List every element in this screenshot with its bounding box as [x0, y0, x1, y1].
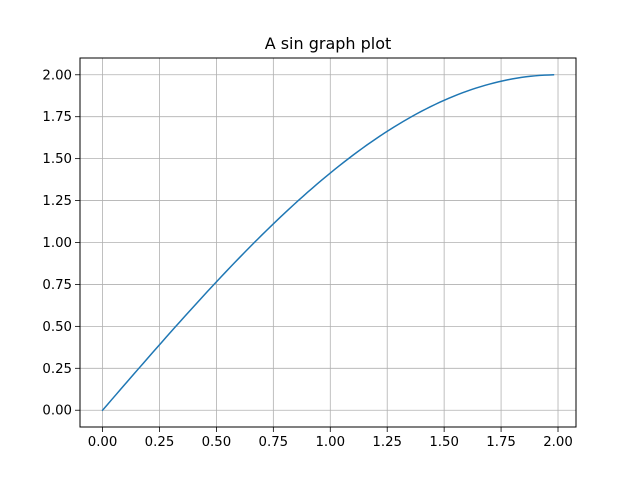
- x-tick-label: 0.50: [202, 435, 232, 450]
- y-tick-label: 1.00: [42, 236, 72, 251]
- y-tick-label: 2.00: [42, 68, 72, 83]
- y-tick-label: 0.25: [42, 362, 72, 377]
- x-tick-label: 0.75: [259, 435, 289, 450]
- chart-title: A sin graph plot: [265, 34, 392, 53]
- y-tick-label: 1.25: [42, 194, 72, 209]
- series-layer: [101, 74, 555, 412]
- ticks-layer: 0.00 0.25 0.50 0.75 1.00 1.25 1.50 1.75 2.00 0.00…: [42, 68, 572, 450]
- x-tick-label: 1.00: [315, 435, 345, 450]
- x-tick-label: 0.00: [88, 435, 118, 450]
- x-tick-label: 1.75: [486, 435, 516, 450]
- grid-layer: [80, 58, 576, 427]
- x-tick-label: 2.00: [543, 435, 573, 450]
- sin-series-line: [101, 74, 555, 412]
- y-tick-label: 0.50: [42, 320, 72, 335]
- x-tick-label: 0.25: [145, 435, 175, 450]
- y-tick-label: 1.75: [42, 110, 72, 125]
- x-tick-label: 1.25: [372, 435, 402, 450]
- y-tick-label: 0.00: [42, 404, 72, 419]
- y-tick-label: 1.50: [42, 152, 72, 167]
- x-tick-label: 1.50: [429, 435, 459, 450]
- y-tick-label: 0.75: [42, 278, 72, 293]
